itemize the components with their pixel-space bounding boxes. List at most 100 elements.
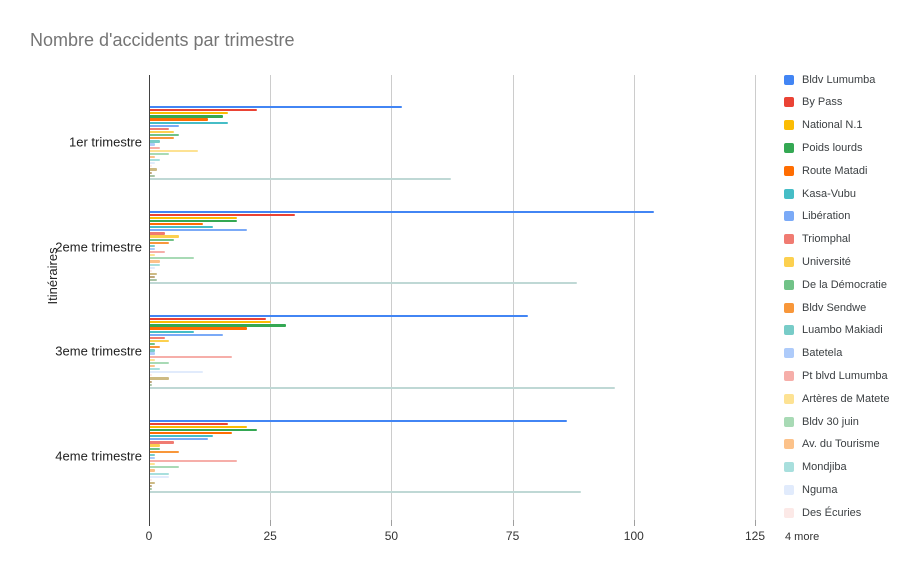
bar[interactable] xyxy=(150,241,170,244)
bar[interactable] xyxy=(150,488,153,491)
bar[interactable] xyxy=(150,377,170,380)
bar[interactable] xyxy=(150,343,155,346)
bar[interactable] xyxy=(150,127,170,131)
legend-item[interactable]: Bldv 30 juin xyxy=(784,416,859,428)
legend-item[interactable]: By Pass xyxy=(784,96,842,108)
legend-item[interactable]: National N.1 xyxy=(784,119,863,131)
bar[interactable] xyxy=(150,469,155,472)
legend-item[interactable]: De la Démocratie xyxy=(784,279,887,291)
bar[interactable] xyxy=(150,109,257,112)
legend-item[interactable]: Kasa-Vubu xyxy=(784,188,856,200)
bar[interactable] xyxy=(150,143,155,146)
bar[interactable] xyxy=(150,235,180,238)
bar[interactable] xyxy=(150,257,194,260)
bar[interactable] xyxy=(150,269,153,272)
legend-item[interactable]: Luambo Makiadi xyxy=(784,324,883,336)
bar[interactable] xyxy=(150,260,160,263)
bar[interactable] xyxy=(150,232,165,235)
legend-item[interactable]: Triomphal xyxy=(784,233,851,245)
bar[interactable] xyxy=(150,339,170,343)
bar[interactable] xyxy=(150,383,153,386)
bar[interactable] xyxy=(150,251,165,254)
legend-item[interactable]: Nguma xyxy=(784,484,837,496)
legend-item[interactable]: Artères de Matete xyxy=(784,393,889,405)
bar[interactable] xyxy=(150,134,180,137)
bar[interactable] xyxy=(150,333,223,336)
bar[interactable] xyxy=(150,266,155,269)
legend-item[interactable]: Av. du Tourisme xyxy=(784,438,880,450)
bar[interactable] xyxy=(150,368,160,371)
bar[interactable] xyxy=(150,422,228,425)
bar[interactable] xyxy=(150,244,155,247)
bar[interactable] xyxy=(150,355,233,358)
bar[interactable] xyxy=(150,124,180,127)
bar[interactable] xyxy=(150,478,153,481)
bar[interactable] xyxy=(150,216,238,219)
bar[interactable] xyxy=(150,254,155,257)
bar[interactable] xyxy=(150,219,238,223)
bar[interactable] xyxy=(150,330,194,333)
bar[interactable] xyxy=(150,441,175,444)
bar[interactable] xyxy=(150,321,272,324)
legend-item[interactable]: Université xyxy=(784,256,851,268)
bar[interactable] xyxy=(150,428,257,432)
legend-more[interactable]: 4 more xyxy=(785,531,820,543)
bar[interactable] xyxy=(150,336,165,340)
bar[interactable] xyxy=(150,460,238,463)
bar[interactable] xyxy=(150,276,155,279)
bar[interactable] xyxy=(150,386,616,389)
bar[interactable] xyxy=(150,475,170,478)
legend-item[interactable]: Bldv Sendwe xyxy=(784,302,866,314)
bar[interactable] xyxy=(150,146,160,149)
bar[interactable] xyxy=(150,456,155,460)
bar[interactable] xyxy=(150,130,175,134)
bar[interactable] xyxy=(150,364,155,368)
legend-item[interactable]: Poids lourds xyxy=(784,142,863,154)
legend-item[interactable]: Batetela xyxy=(784,347,842,359)
bar[interactable] xyxy=(150,272,158,276)
bar[interactable] xyxy=(150,472,170,475)
bar[interactable] xyxy=(150,118,209,121)
bar[interactable] xyxy=(150,115,223,118)
bar[interactable] xyxy=(150,361,170,364)
bar[interactable] xyxy=(150,174,155,177)
bar[interactable] xyxy=(150,425,247,428)
bar[interactable] xyxy=(150,352,155,355)
legend-item[interactable]: Route Matadi xyxy=(784,165,867,177)
bar[interactable] xyxy=(150,358,155,361)
bar[interactable] xyxy=(150,447,160,450)
bar[interactable] xyxy=(150,140,160,143)
bar[interactable] xyxy=(150,491,582,494)
bar[interactable] xyxy=(150,137,175,140)
bar[interactable] xyxy=(150,171,153,174)
bar[interactable] xyxy=(150,279,158,282)
bar[interactable] xyxy=(150,466,180,469)
legend-item[interactable]: Des Écuries xyxy=(784,507,861,519)
bar[interactable] xyxy=(150,419,567,422)
legend-item[interactable]: Pt blvd Lumumba xyxy=(784,370,888,382)
bar[interactable] xyxy=(150,210,655,213)
bar[interactable] xyxy=(150,112,228,115)
bar[interactable] xyxy=(150,168,158,171)
legend-item[interactable]: Libération xyxy=(784,210,850,222)
bar[interactable] xyxy=(150,431,233,435)
bar[interactable] xyxy=(150,106,403,109)
legend-item[interactable]: Bldv Lumumba xyxy=(784,74,875,86)
bar[interactable] xyxy=(150,165,153,168)
bar[interactable] xyxy=(150,371,204,374)
bar[interactable] xyxy=(150,238,175,241)
bar[interactable] xyxy=(150,177,451,180)
bar[interactable] xyxy=(150,159,160,162)
bar[interactable] xyxy=(150,374,153,377)
bar[interactable] xyxy=(150,450,180,453)
bar[interactable] xyxy=(150,222,204,226)
bar[interactable] xyxy=(150,247,155,251)
bar[interactable] xyxy=(150,324,286,327)
bar[interactable] xyxy=(150,318,267,321)
bar[interactable] xyxy=(150,438,209,441)
bar[interactable] xyxy=(150,463,155,466)
bar[interactable] xyxy=(150,229,247,232)
bar[interactable] xyxy=(150,263,160,266)
bar[interactable] xyxy=(150,121,228,124)
bar[interactable] xyxy=(150,346,160,349)
